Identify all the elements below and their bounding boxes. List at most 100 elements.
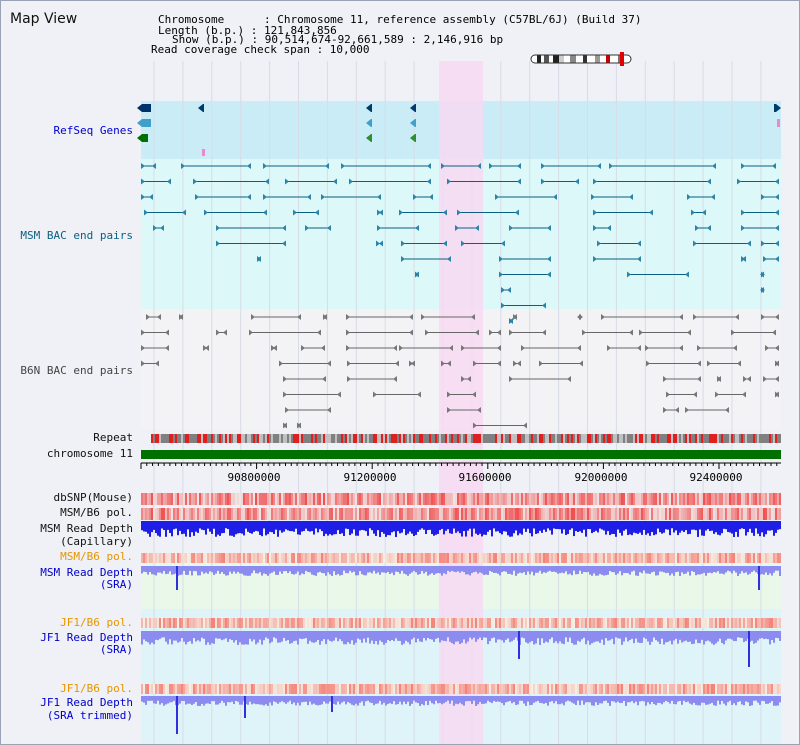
repeat-segment	[505, 434, 507, 443]
bac-end-marker	[399, 209, 403, 216]
polymorphism-bin	[575, 493, 577, 505]
read-depth-bin	[287, 521, 289, 531]
polymorphism-bin	[317, 493, 319, 505]
read-depth-bin	[345, 521, 347, 529]
repeat-segment	[655, 434, 657, 443]
polymorphism-bin	[635, 508, 637, 520]
polymorphism-bin	[259, 508, 261, 520]
polymorphism-bin	[415, 684, 417, 694]
polymorphism-bin	[199, 684, 201, 694]
polymorphism-bin	[215, 508, 217, 520]
polymorphism-bin	[245, 684, 247, 694]
read-depth-bin	[399, 696, 401, 702]
polymorphism-bin	[623, 553, 625, 563]
polymorphism-bin	[181, 508, 183, 520]
polymorphism-bin	[609, 618, 611, 628]
polymorphism-bin	[193, 508, 195, 520]
polymorphism-bin	[685, 684, 687, 694]
read-depth-bin	[687, 521, 689, 535]
polymorphism-bin	[379, 508, 381, 520]
polymorphism-bin	[699, 493, 701, 505]
polymorphism-bin	[599, 618, 601, 628]
read-depth-bin	[671, 631, 673, 645]
read-depth-bin	[737, 631, 739, 638]
polymorphism-bin	[425, 553, 427, 563]
polymorphism-bin	[145, 553, 147, 563]
polymorphism-bin	[329, 508, 331, 520]
gene-feature	[137, 119, 151, 127]
polymorphism-bin	[469, 493, 471, 505]
repeat-segment	[419, 434, 421, 443]
read-depth-bin	[663, 696, 665, 703]
polymorphism-bin	[451, 508, 453, 520]
read-depth-bin	[665, 566, 667, 574]
read-depth-bin	[619, 566, 621, 572]
polymorphism-bin	[465, 618, 467, 628]
read-depth-bin	[535, 631, 537, 644]
polymorphism-bin	[537, 493, 539, 505]
msm-bac-label[interactable]: MSM BAC end pairs	[20, 229, 133, 242]
polymorphism-bin	[353, 508, 355, 520]
polymorphism-bin	[743, 553, 745, 563]
refseq-genes-label[interactable]: RefSeq Genes	[53, 124, 133, 137]
polymorphism-bin	[569, 493, 571, 505]
repeat-segment	[707, 434, 709, 443]
polymorphism-bin	[567, 508, 569, 520]
polymorphism-bin	[255, 684, 257, 694]
repeat-segment	[661, 434, 663, 443]
repeat-segment	[743, 434, 745, 443]
read-depth-bin	[759, 521, 761, 537]
read-depth-bin	[359, 566, 361, 572]
repeat-segment	[371, 434, 373, 443]
read-depth-bin	[149, 566, 151, 573]
polymorphism-bin	[733, 618, 735, 628]
polymorphism-bin	[635, 684, 637, 694]
polymorphism-bin	[401, 684, 403, 694]
polymorphism-bin	[201, 553, 203, 563]
polymorphism-bin	[395, 553, 397, 563]
b6n-bac-label[interactable]: B6N BAC end pairs	[20, 364, 133, 377]
polymorphism-bin	[185, 508, 187, 520]
read-depth-bin	[567, 566, 569, 575]
read-depth-bin	[243, 631, 245, 645]
read-depth-bin	[677, 631, 679, 644]
bac-end-marker	[461, 240, 465, 247]
ideogram-position-marker	[620, 52, 624, 66]
polymorphism-bin	[433, 493, 435, 505]
read-depth-bin	[145, 521, 147, 532]
read-depth-bin	[557, 696, 559, 705]
polymorphism-bin	[483, 553, 485, 563]
polymorphism-bin	[739, 508, 741, 520]
polymorphism-bin	[691, 618, 693, 628]
bac-end-marker	[712, 163, 716, 169]
repeat-segment	[233, 434, 235, 443]
polymorphism-bin	[465, 493, 467, 505]
read-depth-bin	[721, 566, 723, 574]
read-depth-bin	[173, 631, 175, 641]
repeat-segment	[693, 434, 695, 443]
polymorphism-bin	[257, 553, 259, 563]
read-depth-bin	[441, 566, 443, 576]
read-depth-bin	[277, 566, 279, 575]
polymorphism-bin	[745, 684, 747, 694]
polymorphism-bin	[371, 684, 373, 694]
repeat-segment	[447, 434, 449, 443]
read-depth-bin	[201, 631, 203, 638]
polymorphism-bin	[509, 618, 511, 628]
repeat-segment	[351, 434, 353, 443]
polymorphism-bin	[199, 618, 201, 628]
read-depth-bin	[299, 566, 301, 576]
polymorphism-bin	[415, 618, 417, 628]
polymorphism-bin	[587, 508, 589, 520]
polymorphism-bin	[625, 618, 627, 628]
polymorphism-bin	[659, 618, 661, 628]
polymorphism-bin	[545, 618, 547, 628]
polymorphism-bin	[453, 553, 455, 563]
read-depth-bin	[477, 631, 479, 640]
read-depth-bin	[687, 631, 689, 642]
polymorphism-bin	[417, 508, 419, 520]
read-depth-bin	[457, 631, 459, 642]
read-depth-bin	[361, 696, 363, 702]
bac-end-marker	[441, 163, 445, 169]
